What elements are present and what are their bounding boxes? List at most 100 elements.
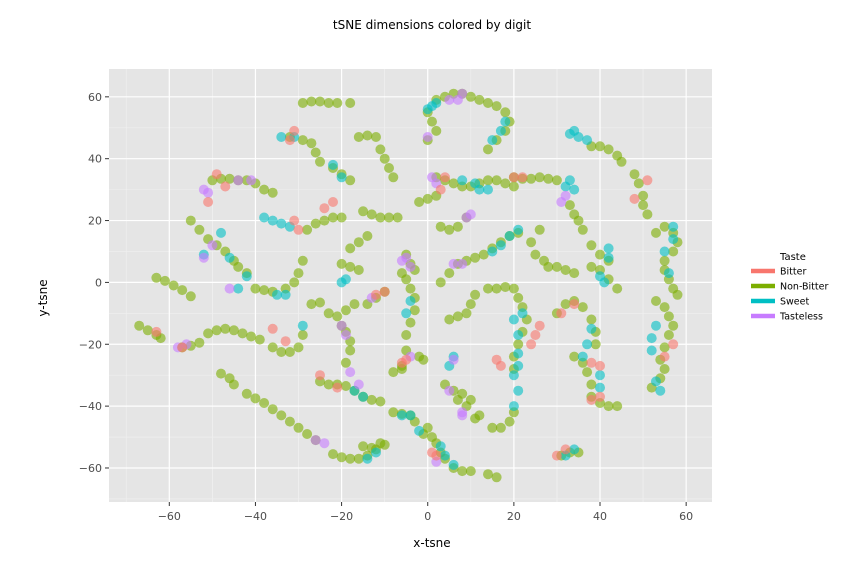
point-non-bitter	[470, 289, 481, 300]
point-sweet	[659, 246, 670, 257]
point-sweet	[513, 360, 524, 371]
point-non-bitter	[651, 227, 661, 238]
point-non-bitter	[379, 153, 390, 164]
point-bitter	[508, 172, 519, 183]
point-sweet	[564, 175, 575, 186]
point-non-bitter	[160, 275, 170, 286]
point-non-bitter	[353, 237, 364, 248]
point-non-bitter	[435, 277, 446, 288]
point-non-bitter	[668, 320, 679, 331]
point-non-bitter	[345, 261, 356, 272]
point-non-bitter	[250, 283, 261, 294]
point-non-bitter	[297, 255, 308, 266]
point-non-bitter	[560, 265, 571, 275]
point-tasteless	[310, 435, 321, 446]
point-non-bitter	[500, 107, 511, 118]
point-non-bitter	[495, 422, 506, 433]
point-non-bitter	[349, 299, 360, 310]
point-bitter	[293, 224, 304, 235]
point-non-bitter	[474, 410, 485, 421]
point-sweet	[513, 330, 524, 340]
point-bitter	[495, 360, 506, 371]
point-sweet	[405, 410, 416, 421]
x-tick-label: 0	[424, 510, 431, 523]
point-sweet	[508, 370, 519, 381]
point-non-bitter	[569, 268, 580, 279]
point-non-bitter	[659, 255, 670, 266]
y-axis-title: y-tsne	[36, 279, 50, 316]
point-non-bitter	[259, 184, 270, 195]
point-bitter	[431, 450, 442, 461]
point-tasteless	[457, 88, 468, 99]
point-non-bitter	[328, 449, 338, 460]
point-non-bitter	[483, 469, 493, 480]
point-non-bitter	[366, 394, 377, 405]
y-tick-label: −60	[79, 462, 102, 475]
point-bitter	[379, 286, 390, 297]
point-bitter	[328, 197, 338, 207]
point-bitter	[556, 308, 567, 319]
point-tasteless	[457, 410, 468, 421]
point-bitter	[440, 172, 450, 183]
point-sweet	[224, 252, 235, 263]
point-bitter	[642, 175, 653, 186]
point-non-bitter	[672, 289, 683, 300]
point-non-bitter	[384, 163, 394, 173]
point-non-bitter	[595, 141, 605, 152]
point-non-bitter	[569, 351, 580, 362]
point-non-bitter	[659, 342, 670, 353]
point-non-bitter	[302, 429, 313, 439]
point-non-bitter	[284, 416, 295, 427]
point-bitter	[629, 193, 640, 204]
point-non-bitter	[250, 393, 261, 404]
point-non-bitter	[392, 212, 403, 223]
point-tasteless	[457, 258, 468, 269]
point-non-bitter	[474, 94, 485, 105]
point-non-bitter	[586, 379, 597, 390]
point-sweet	[668, 234, 679, 245]
point-non-bitter	[388, 407, 399, 418]
point-non-bitter	[267, 342, 278, 353]
point-non-bitter	[323, 98, 334, 108]
point-non-bitter	[340, 381, 351, 391]
point-bitter	[332, 382, 343, 393]
point-non-bitter	[483, 283, 493, 294]
x-axis-title: x-tsne	[413, 536, 450, 550]
point-non-bitter	[224, 173, 235, 184]
point-non-bitter	[586, 261, 597, 272]
point-non-bitter	[401, 274, 412, 285]
point-tasteless	[465, 209, 476, 220]
point-non-bitter	[259, 285, 270, 296]
point-bitter	[569, 299, 580, 310]
point-sweet	[508, 314, 519, 325]
point-non-bitter	[504, 416, 515, 427]
point-non-bitter	[418, 354, 429, 365]
y-tick-label: 0	[95, 276, 102, 289]
point-sweet	[431, 98, 442, 108]
point-non-bitter	[293, 422, 304, 433]
point-sweet	[668, 221, 679, 232]
point-tasteless	[224, 283, 235, 294]
point-non-bitter	[659, 364, 670, 374]
point-tasteless	[448, 354, 459, 365]
legend-entries: Bitter Non-Bitter Sweet Tasteless	[751, 267, 828, 323]
point-non-bitter	[659, 221, 670, 232]
point-non-bitter	[612, 401, 623, 412]
point-non-bitter	[302, 224, 313, 235]
point-non-bitter	[203, 328, 214, 339]
point-non-bitter	[151, 272, 162, 283]
point-sweet	[259, 212, 270, 223]
point-non-bitter	[526, 237, 537, 248]
point-non-bitter	[663, 330, 674, 340]
point-non-bitter	[616, 156, 627, 167]
point-non-bitter	[573, 215, 584, 226]
point-non-bitter	[444, 224, 455, 235]
point-tasteless	[336, 320, 347, 331]
point-sweet	[586, 323, 597, 334]
point-bitter	[435, 184, 446, 195]
point-sweet	[457, 175, 468, 186]
point-non-bitter	[513, 292, 524, 303]
point-non-bitter	[513, 339, 524, 350]
point-sweet	[396, 410, 407, 421]
point-non-bitter	[345, 243, 356, 254]
